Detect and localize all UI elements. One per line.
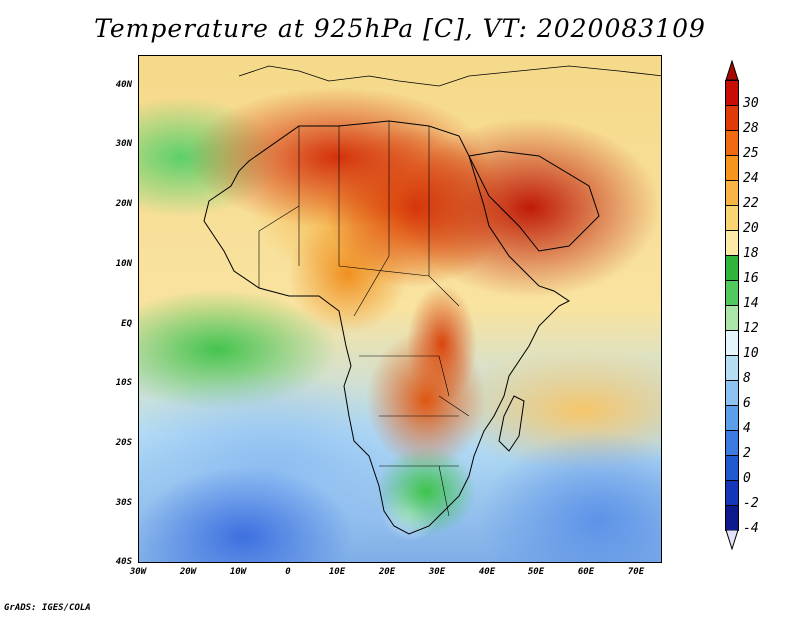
colorbar-bottom-arrow: [725, 530, 739, 550]
lon-label-20w: 20W: [179, 567, 197, 577]
colorbar-segment: [725, 255, 739, 281]
colorbar-segment: [725, 230, 739, 256]
colorbar-label: -2: [743, 496, 759, 511]
colorbar-label: -4: [743, 521, 759, 536]
lat-label-20n: 20N: [115, 199, 132, 209]
colorbar-segment: [725, 430, 739, 456]
lat-label-eq: EQ: [121, 319, 132, 329]
colorbar-label: 8: [743, 371, 751, 386]
colorbar-segment: [725, 380, 739, 406]
colorbar-segment: [725, 280, 739, 306]
colorbar-segment: [725, 180, 739, 206]
colorbar-segment: [725, 505, 739, 531]
colorbar-label: 28: [743, 121, 759, 136]
colorbar-label: 12: [743, 321, 759, 336]
colorbar-label: 14: [743, 296, 759, 311]
lon-label-10e: 10E: [328, 567, 346, 577]
colorbar-segment: [725, 155, 739, 181]
colorbar-label: 4: [743, 421, 751, 436]
lon-label-70e: 70E: [627, 567, 645, 577]
colorbar-label: 25: [743, 146, 759, 161]
lon-label-10w: 10W: [229, 567, 247, 577]
colorbar-label: 16: [743, 271, 759, 286]
africa-outline: [203, 65, 661, 535]
colorbar-label: 2: [743, 446, 751, 461]
lat-label-10s: 10S: [115, 378, 132, 388]
colorbar-label: 18: [743, 246, 759, 261]
lon-label-20e: 20E: [378, 567, 396, 577]
colorbar-segment: [725, 355, 739, 381]
temperature-map: [138, 55, 662, 563]
lat-label-40s: 40S: [115, 557, 132, 567]
grads-credit: GrADS: IGES/COLA: [4, 603, 91, 613]
lon-label-30e: 30E: [428, 567, 446, 577]
colorbar-label: 6: [743, 396, 751, 411]
lon-label-40e: 40E: [478, 567, 496, 577]
colorbar-segment: [725, 80, 739, 106]
lon-label-30w: 30W: [129, 567, 147, 577]
lon-label-50e: 50E: [527, 567, 545, 577]
colorbar-label: 10: [743, 346, 759, 361]
colorbar-segment: [725, 305, 739, 331]
colorbar-segment: [725, 405, 739, 431]
colorbar-segment: [725, 330, 739, 356]
chart-title: Temperature at 925hPa [C], VT: 202008310…: [94, 14, 706, 43]
colorbar-segment: [725, 455, 739, 481]
lat-label-30n: 30N: [115, 139, 132, 149]
colorbar-label: 22: [743, 196, 759, 211]
colorbar-label: 30: [743, 96, 759, 111]
lon-label-60e: 60E: [577, 567, 595, 577]
colorbar-label: 0: [743, 471, 751, 486]
colorbar-label: 24: [743, 171, 759, 186]
lat-label-30s: 30S: [115, 498, 132, 508]
colorbar-segment: [725, 130, 739, 156]
lat-label-10n: 10N: [115, 259, 132, 269]
colorbar-segment: [725, 205, 739, 231]
colorbar-segment: [725, 105, 739, 131]
lat-label-40n: 40N: [115, 80, 132, 90]
lat-label-20s: 20S: [115, 438, 132, 448]
colorbar-label: 20: [743, 221, 759, 236]
colorbar-top-arrow: [725, 60, 739, 81]
colorbar-segment: [725, 480, 739, 506]
lon-label-0: 0: [285, 567, 291, 577]
